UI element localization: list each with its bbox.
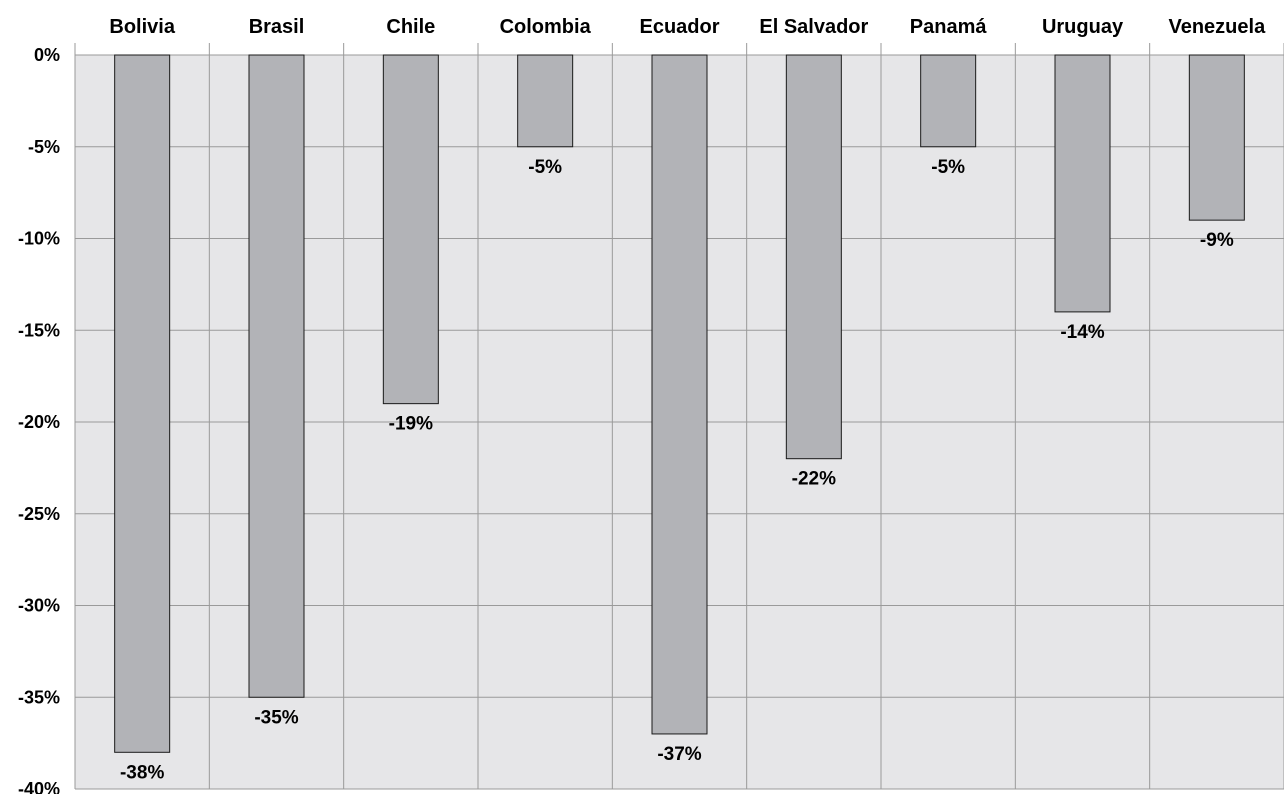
category-label: Bolivia (109, 16, 175, 38)
data-label: -14% (1060, 322, 1104, 343)
bar-el-salvador (785, 54, 842, 460)
bars (114, 54, 1245, 753)
category-label: Chile (386, 16, 435, 38)
y-tick-label: -10% (18, 229, 60, 249)
data-label: -9% (1200, 230, 1234, 251)
y-tick-label: -35% (18, 687, 60, 707)
category-labels: Bolivia Brasil Chile Colombia Ecuador El Salv… (109, 16, 1266, 38)
category-label: Colombia (500, 16, 592, 38)
data-labels: -38% -35% -19% -5% -37% -22% -5% -14% -9% (120, 157, 1234, 784)
data-label: -19% (389, 414, 433, 435)
bar-bolivia (114, 54, 171, 753)
category-label: Venezuela (1168, 16, 1266, 38)
y-tick-label: -15% (18, 320, 60, 340)
category-label: Panamá (910, 16, 988, 38)
data-label: -37% (657, 744, 701, 765)
y-tick-label: -5% (28, 137, 60, 157)
y-tick-label: -40% (18, 779, 60, 794)
bar-colombia (517, 54, 574, 148)
category-label: Uruguay (1042, 16, 1124, 38)
bar-uruguay (1054, 54, 1111, 313)
data-label: -35% (254, 707, 298, 728)
y-tick-label: -20% (18, 412, 60, 432)
bar-panamá (920, 54, 977, 148)
data-label: -22% (792, 469, 836, 490)
bar-ecuador (651, 54, 708, 735)
category-label: Brasil (249, 16, 305, 38)
bar-chile (382, 54, 439, 405)
category-label: El Salvador (759, 16, 868, 38)
y-tick-labels: 0% -5% -10% -15% -20% -25% -30% -35% -40% (18, 45, 60, 794)
y-tick-label: -30% (18, 596, 60, 616)
category-label: Ecuador (639, 16, 719, 38)
y-tick-label: 0% (34, 45, 60, 65)
data-label: -5% (528, 157, 562, 178)
data-label: -38% (120, 762, 164, 783)
data-label: -5% (931, 157, 965, 178)
bar-venezuela (1188, 54, 1245, 221)
y-tick-label: -25% (18, 504, 60, 524)
bar-brasil (248, 54, 305, 698)
